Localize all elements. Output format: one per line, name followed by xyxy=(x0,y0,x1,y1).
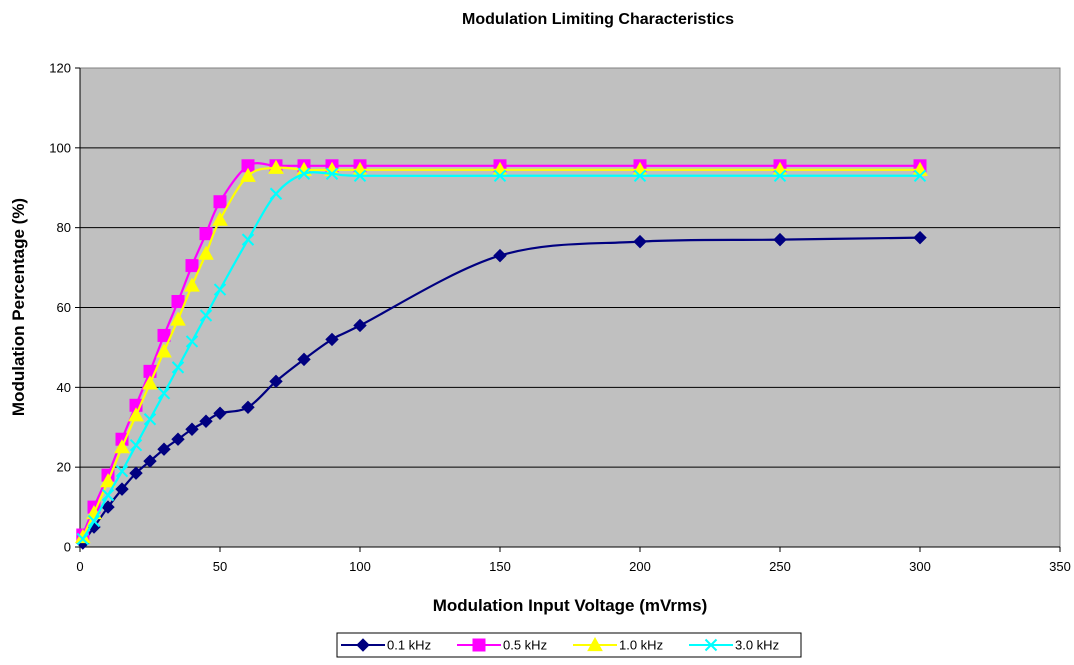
data-point xyxy=(297,167,311,180)
data-point xyxy=(268,159,284,174)
x-tick-label: 300 xyxy=(909,559,931,574)
x-tick-label: 0 xyxy=(76,559,83,574)
legend-entry: 0.5 kHz xyxy=(457,638,547,653)
legend-marker xyxy=(704,638,718,652)
data-point xyxy=(129,466,143,480)
data-point xyxy=(633,169,647,182)
data-point xyxy=(115,464,129,478)
data-point xyxy=(297,352,311,367)
data-point xyxy=(773,232,787,247)
series-line xyxy=(81,162,920,536)
data-point xyxy=(269,374,283,389)
data-point xyxy=(198,245,214,260)
data-point xyxy=(325,332,339,347)
x-tick-label: 100 xyxy=(349,559,371,574)
data-point xyxy=(101,500,115,514)
data-point xyxy=(633,234,647,249)
series-line xyxy=(81,236,921,544)
legend-marker xyxy=(587,636,603,652)
legend: 0.1 kHz 0.5 kHz 1.0 kHz 3.0 kHz xyxy=(336,632,802,658)
data-point xyxy=(142,375,158,390)
data-point xyxy=(269,187,283,200)
y-tick-label: 60 xyxy=(57,300,71,315)
data-point xyxy=(353,169,367,182)
x-axis-title: Modulation Input Voltage (mVrms) xyxy=(433,596,708,615)
data-point xyxy=(87,514,101,528)
legend-entry: 1.0 kHz xyxy=(573,636,663,653)
data-point xyxy=(143,454,157,468)
legend-entry: 0.1 kHz xyxy=(341,638,431,653)
data-point xyxy=(129,439,143,452)
data-point xyxy=(171,295,185,309)
data-point xyxy=(241,233,255,246)
legend-marker xyxy=(356,638,370,652)
data-point xyxy=(199,227,213,241)
data-point xyxy=(157,387,171,400)
data-point xyxy=(100,473,116,488)
data-point xyxy=(185,335,199,348)
data-point xyxy=(213,195,227,209)
data-point xyxy=(353,318,367,333)
legend-label: 0.5 kHz xyxy=(503,638,547,653)
x-tick-label: 50 xyxy=(213,559,227,574)
x-tick-label: 350 xyxy=(1049,559,1071,574)
chart-title: Modulation Limiting Characteristics xyxy=(462,11,734,28)
data-point xyxy=(76,532,90,546)
data-point xyxy=(213,406,227,420)
data-point xyxy=(913,230,927,245)
legend-label: 0.1 kHz xyxy=(387,638,431,653)
data-point xyxy=(213,283,227,296)
x-tick-label: 250 xyxy=(769,559,791,574)
data-point xyxy=(171,432,185,446)
y-axis-title: Modulation Percentage (%) xyxy=(9,198,28,416)
x-tick-label: 200 xyxy=(629,559,651,574)
data-point xyxy=(171,361,185,374)
series-0-1-khz xyxy=(76,230,927,550)
series-line xyxy=(81,171,920,540)
y-tick-label: 100 xyxy=(49,140,71,155)
x-tick-label: 150 xyxy=(489,559,511,574)
data-point xyxy=(199,309,213,322)
data-point xyxy=(493,248,507,263)
data-point xyxy=(493,169,507,182)
data-point xyxy=(241,400,255,414)
data-point xyxy=(773,169,787,182)
data-point xyxy=(240,167,256,182)
data-point xyxy=(143,413,157,426)
data-point xyxy=(913,169,927,182)
legend-entry: 3.0 kHz xyxy=(689,638,779,653)
series-3-0-khz xyxy=(76,167,927,546)
legend-label: 3.0 kHz xyxy=(735,638,779,653)
series-line xyxy=(81,166,920,538)
data-point xyxy=(128,407,144,422)
data-point xyxy=(156,343,172,358)
data-point xyxy=(115,482,129,496)
y-tick-label: 20 xyxy=(57,460,71,475)
data-point xyxy=(157,442,171,456)
y-tick-label: 0 xyxy=(64,540,71,555)
data-point xyxy=(185,422,199,436)
data-point xyxy=(325,167,339,180)
y-tick-label: 120 xyxy=(49,61,71,76)
y-tick-label: 40 xyxy=(57,380,71,395)
legend-label: 1.0 kHz xyxy=(619,638,663,653)
y-tick-label: 80 xyxy=(57,220,71,235)
data-point xyxy=(114,439,130,454)
data-point xyxy=(101,488,115,502)
data-point xyxy=(199,414,213,428)
data-point xyxy=(184,277,200,292)
legend-marker xyxy=(472,638,486,652)
data-point xyxy=(185,259,199,273)
data-point xyxy=(170,311,186,326)
plot-area: 0 20 40 60 80 100 120 0 50 100 150 200 250 300 350 xyxy=(49,61,1071,575)
data-point xyxy=(212,211,228,226)
